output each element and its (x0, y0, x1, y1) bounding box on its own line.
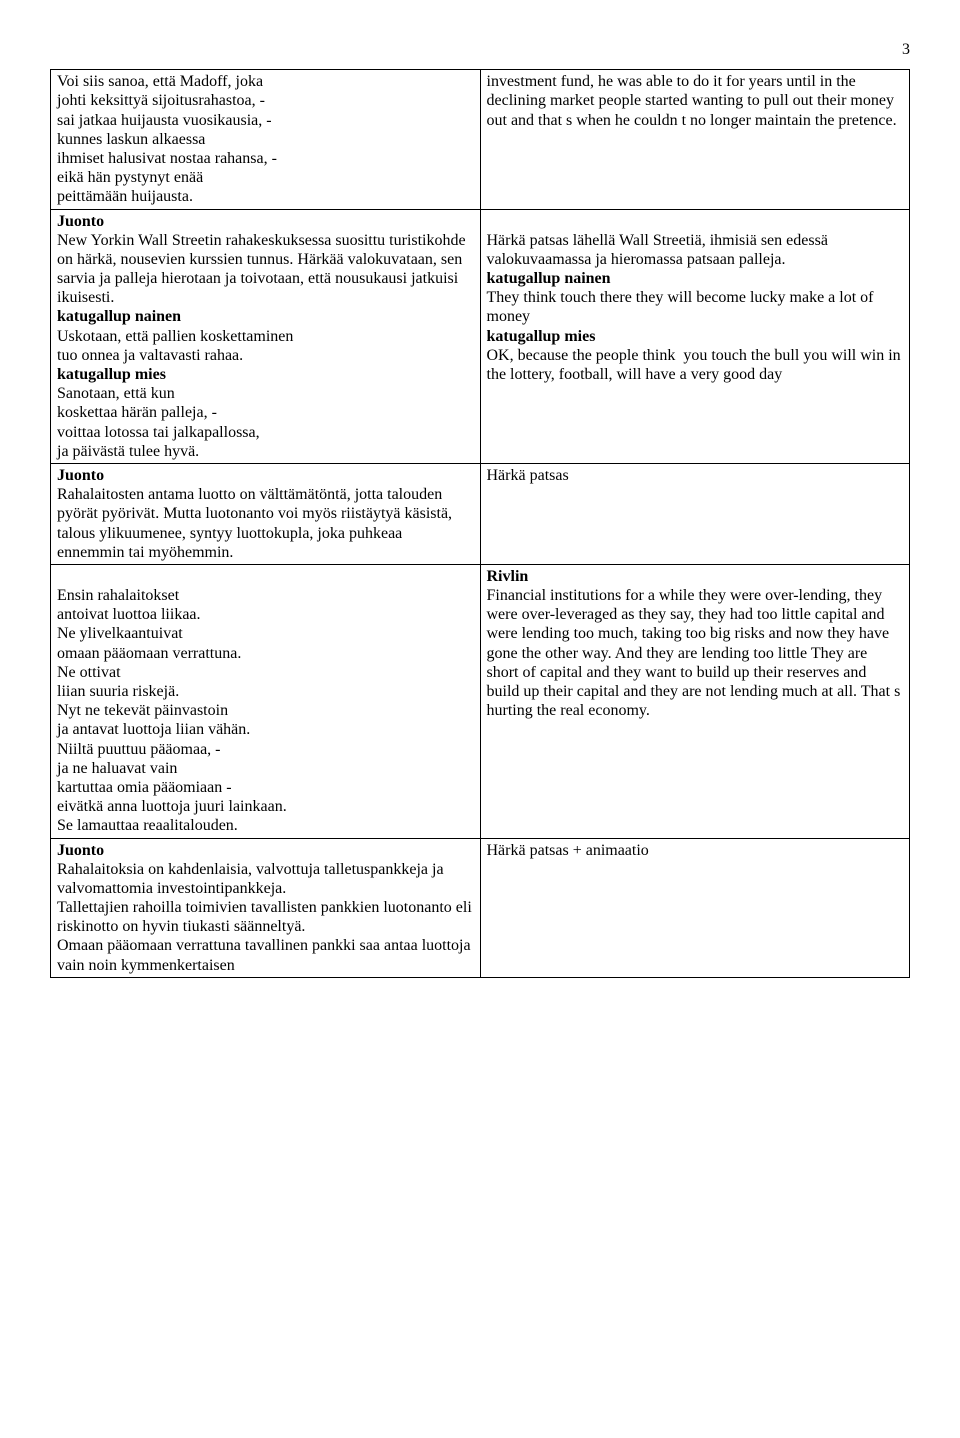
left-cell: Voi siis sanoa, että Madoff, jokajohti k… (51, 70, 481, 209)
body-text: Ne ylivelkaantuivat (57, 624, 474, 643)
body-text (57, 567, 474, 586)
body-text: tuo onnea ja valtavasti rahaa. (57, 346, 474, 365)
body-text: New Yorkin Wall Streetin rahakeskuksessa… (57, 231, 474, 308)
body-text: Rahalaitosten antama luotto on välttämät… (57, 485, 474, 562)
body-text: voittaa lotossa tai jalkapallossa, (57, 423, 474, 442)
right-cell: investment fund, he was able to do it fo… (480, 70, 910, 209)
document-table: Voi siis sanoa, että Madoff, jokajohti k… (50, 69, 910, 978)
body-text: ja päivästä tulee hyvä. (57, 442, 474, 461)
body-text: ja antavat luottoja liian vähän. (57, 720, 474, 739)
body-text: Sanotaan, että kun (57, 384, 474, 403)
heading-label: katugallup nainen (487, 269, 904, 288)
body-text: omaan pääomaan verrattuna. (57, 644, 474, 663)
body-text: Ensin rahalaitokset (57, 586, 474, 605)
body-text: OK, because the people think you touch t… (487, 346, 904, 384)
heading-label: Rivlin (487, 567, 904, 586)
body-text: They think touch there they will become … (487, 288, 904, 326)
body-text: koskettaa härän palleja, - (57, 403, 474, 422)
heading-label: katugallup mies (487, 327, 904, 346)
body-text: antoivat luottoa liikaa. (57, 605, 474, 624)
body-text: ihmiset halusivat nostaa rahansa, - (57, 149, 474, 168)
body-text: peittämään huijausta. (57, 187, 474, 206)
right-cell: Härkä patsas (480, 463, 910, 564)
body-text (487, 212, 904, 231)
body-text: Rahalaitoksia on kahdenlaisia, valvottuj… (57, 860, 474, 898)
left-cell: Ensin rahalaitoksetantoivat luottoa liik… (51, 564, 481, 838)
body-text: johti keksittyä sijoitusrahastoa, - (57, 91, 474, 110)
body-text: Ne ottivat (57, 663, 474, 682)
table-row: JuontoRahalaitosten antama luotto on väl… (51, 463, 910, 564)
body-text: Uskotaan, että pallien koskettaminen (57, 327, 474, 346)
body-text: eikä hän pystynyt enää (57, 168, 474, 187)
table-row: JuontoNew Yorkin Wall Streetin rahakesku… (51, 209, 910, 463)
body-text: Voi siis sanoa, että Madoff, joka (57, 72, 474, 91)
body-text: Niiltä puuttuu pääomaa, - (57, 740, 474, 759)
heading-label: katugallup mies (57, 365, 474, 384)
body-text: kartuttaa omia pääomiaan - (57, 778, 474, 797)
heading-label: Juonto (57, 212, 474, 231)
left-cell: JuontoRahalaitosten antama luotto on väl… (51, 463, 481, 564)
page-number: 3 (50, 40, 910, 59)
body-text: Härkä patsas lähellä Wall Streetiä, ihmi… (487, 231, 904, 269)
body-text: Nyt ne tekevät päinvastoin (57, 701, 474, 720)
left-cell: JuontoRahalaitoksia on kahdenlaisia, val… (51, 838, 481, 977)
heading-label: katugallup nainen (57, 307, 474, 326)
body-text: investment fund, he was able to do it fo… (487, 72, 904, 130)
body-text: Härkä patsas (487, 466, 904, 485)
table-row: Ensin rahalaitoksetantoivat luottoa liik… (51, 564, 910, 838)
body-text: sai jatkaa huijausta vuosikausia, - (57, 111, 474, 130)
table-row: JuontoRahalaitoksia on kahdenlaisia, val… (51, 838, 910, 977)
heading-label: Juonto (57, 466, 474, 485)
body-text: kunnes laskun alkaessa (57, 130, 474, 149)
right-cell: RivlinFinancial institutions for a while… (480, 564, 910, 838)
right-cell: Härkä patsas lähellä Wall Streetiä, ihmi… (480, 209, 910, 463)
left-cell: JuontoNew Yorkin Wall Streetin rahakesku… (51, 209, 481, 463)
body-text: eivätkä anna luottoja juuri lainkaan. (57, 797, 474, 816)
body-text: Omaan pääomaan verrattuna tavallinen pan… (57, 936, 474, 974)
body-text: liian suuria riskejä. (57, 682, 474, 701)
table-row: Voi siis sanoa, että Madoff, jokajohti k… (51, 70, 910, 209)
body-text: ja ne haluavat vain (57, 759, 474, 778)
body-text: Härkä patsas + animaatio (487, 841, 904, 860)
body-text: Financial institutions for a while they … (487, 586, 904, 720)
body-text: Se lamauttaa reaalitalouden. (57, 816, 474, 835)
right-cell: Härkä patsas + animaatio (480, 838, 910, 977)
heading-label: Juonto (57, 841, 474, 860)
body-text: Tallettajien rahoilla toimivien tavallis… (57, 898, 474, 936)
